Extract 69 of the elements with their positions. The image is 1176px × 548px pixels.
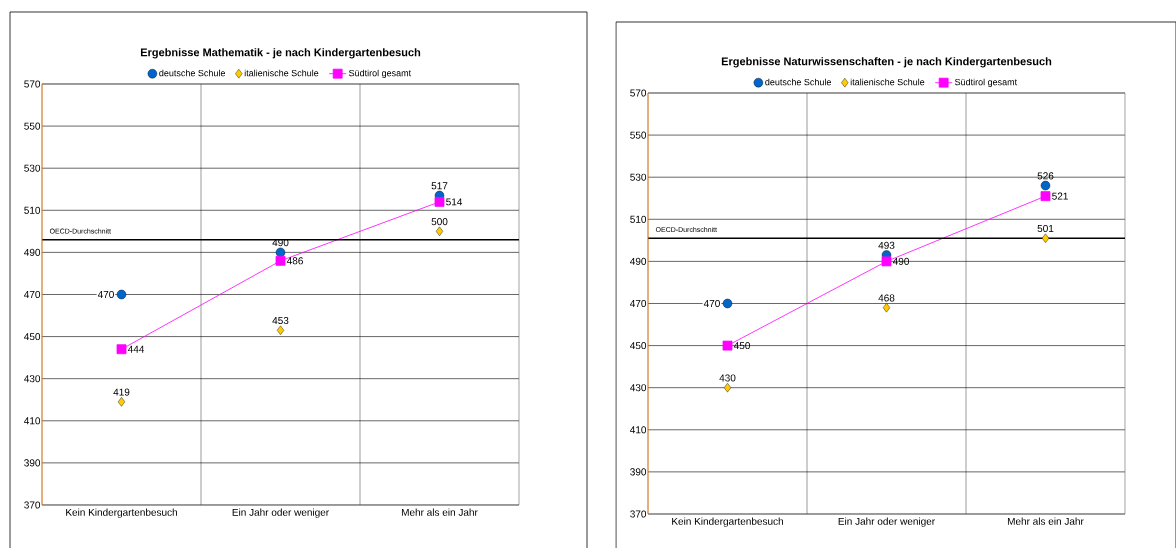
data-label: 470 [97, 290, 114, 299]
y-tick-label: 530 [630, 173, 647, 181]
y-tick-label: 490 [24, 248, 41, 256]
y-tick-label: 430 [24, 375, 41, 383]
data-label: 490 [892, 257, 909, 265]
data-label: 470 [703, 299, 720, 308]
x-tick-label: Ein Jahr oder weniger [838, 517, 935, 527]
y-tick-label: 550 [24, 122, 41, 130]
data-label: 514 [446, 198, 463, 206]
point [116, 344, 127, 355]
point [275, 247, 286, 258]
legend-label: deutsche Schule [159, 69, 226, 77]
point [116, 289, 127, 300]
y-tick-label: 450 [24, 333, 41, 341]
y-tick-label: 490 [630, 257, 647, 265]
data-label: 501 [1037, 224, 1054, 233]
point [882, 303, 891, 313]
point [722, 340, 733, 351]
legend-label: Südtirol gesamt [349, 69, 412, 79]
point [1040, 191, 1051, 202]
data-label: 453 [272, 317, 289, 325]
y-tick-label: 530 [24, 164, 41, 172]
point [275, 255, 286, 266]
y-tick-label: 410 [24, 417, 41, 425]
legend-label: Südtirol gesamt [955, 78, 1018, 88]
y-tick-label: 450 [630, 342, 647, 350]
data-label: 521 [1052, 192, 1068, 200]
data-label: 517 [431, 182, 448, 190]
data-label: 468 [878, 294, 895, 302]
point [276, 325, 285, 335]
point [117, 397, 126, 407]
point [723, 382, 732, 393]
y-tick-label: 470 [630, 299, 647, 308]
legend-label: italienische Schule [850, 78, 925, 86]
x-tick-label: Ein Jahr oder weniger [232, 508, 329, 518]
data-label: 500 [431, 218, 448, 226]
point [881, 256, 892, 267]
y-tick-label: 570 [24, 80, 41, 88]
data-label: 526 [1037, 172, 1054, 180]
y-tick-label: 470 [24, 290, 41, 299]
y-tick-label: 370 [630, 510, 647, 518]
y-tick-label: 390 [630, 468, 647, 476]
y-tick-label: 570 [630, 89, 647, 97]
x-tick-label: Mehr als ein Jahr [1007, 517, 1084, 525]
chart-title: Ergebnisse Mathematik - je nach Kindergartenbesuch [140, 48, 421, 59]
data-label: 493 [878, 241, 895, 249]
legend-label: italienische Schule [244, 69, 319, 77]
y-tick-label: 510 [630, 215, 647, 223]
y-tick-label: 510 [24, 206, 41, 214]
x-tick-label: Kein Kindergartenbesuch [672, 517, 783, 527]
point [1041, 233, 1050, 243]
point [435, 226, 444, 237]
point [722, 298, 733, 309]
y-tick-label: 370 [24, 501, 41, 509]
point [1040, 180, 1051, 191]
y-tick-label: 390 [24, 459, 41, 467]
chart-title: Ergebnisse Naturwissenschaften - je nach Kindergartenbesuch [721, 57, 1052, 68]
data-label: 450 [733, 342, 750, 350]
point [434, 196, 445, 207]
data-label: 419 [113, 388, 130, 396]
data-label: 486 [286, 257, 303, 265]
data-label: 444 [127, 345, 145, 353]
legend-label: deutsche Schule [765, 78, 832, 86]
y-tick-label: 410 [630, 426, 647, 434]
x-tick-label: Mehr als ein Jahr [401, 508, 478, 516]
y-tick-label: 430 [630, 384, 647, 392]
x-tick-label: Kein Kindergartenbesuch [66, 508, 177, 518]
y-tick-label: 550 [630, 131, 647, 139]
data-label: 430 [719, 374, 736, 382]
